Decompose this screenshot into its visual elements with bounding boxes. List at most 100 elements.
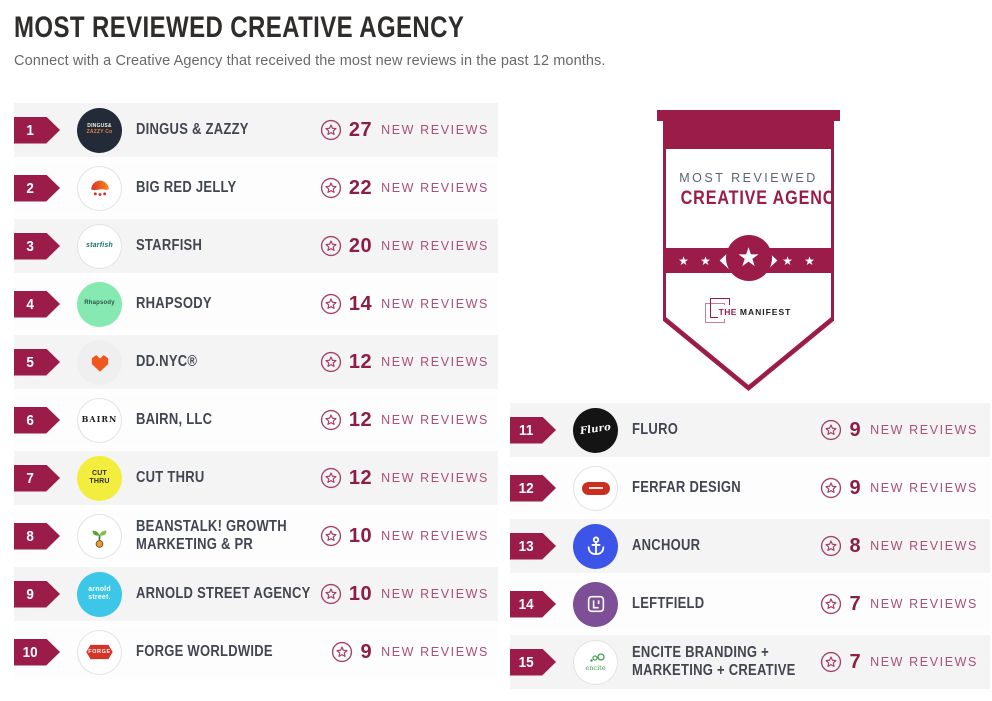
star-circle-icon <box>820 593 842 615</box>
ranking-row[interactable]: 5 DD.NYC® 12 NEW REVIEWS <box>14 335 498 389</box>
new-reviews-label: NEW REVIEWS <box>381 529 489 543</box>
ranking-row[interactable]: 14 LEFTFIELD 7 NEW REVIEWS <box>510 577 990 631</box>
company-name-link[interactable]: DD.NYC® <box>136 352 198 370</box>
star-circle-icon <box>320 525 342 547</box>
rank-badge: 1 <box>14 116 60 144</box>
ranking-list-left: 1 DINGUS& ZAZZY Co DINGUS & ZAZZY 27 NEW … <box>14 103 498 683</box>
company-name-link[interactable]: FORGE WORLDWIDE <box>136 642 273 660</box>
ranking-row[interactable]: 15 encite ENCITE BRANDING + MARKETING + … <box>510 635 990 689</box>
company-name-link[interactable]: BAIRN, LLC <box>136 410 213 428</box>
review-count: 12 <box>348 408 373 431</box>
star-circle-icon <box>820 651 842 673</box>
medal-star-icon: ★ <box>725 235 772 281</box>
badge-line1: MOST REVIEWED <box>679 171 818 185</box>
anchour-logo <box>573 523 618 569</box>
review-count: 27 <box>348 118 373 141</box>
rank-badge: 2 <box>14 174 60 202</box>
ranking-row[interactable]: 12 FERFAR DESIGN 9 NEW REVIEWS <box>510 461 990 515</box>
ranking-row[interactable]: 3 starfish STARFISH 20 NEW REVIEWS <box>14 219 498 273</box>
review-count: 14 <box>348 292 373 315</box>
leftfield-logo <box>573 581 618 627</box>
rank-badge: 3 <box>14 232 60 260</box>
company-name-link[interactable]: ARNOLD STREET AGENCY <box>136 584 311 602</box>
company-name-link[interactable]: DINGUS & ZAZZY <box>136 120 249 138</box>
ddnyc-logo <box>77 339 122 385</box>
review-count: 8 <box>849 534 862 557</box>
new-reviews-label: NEW REVIEWS <box>381 587 489 601</box>
new-reviews-label: NEW REVIEWS <box>381 471 489 485</box>
rank-badge: 6 <box>14 406 60 434</box>
ranking-row[interactable]: 6 BAIRN BAIRN, LLC 12 NEW REVIEWS <box>14 393 498 447</box>
reviews-group: 8 NEW REVIEWS <box>820 535 978 558</box>
rank-badge: 9 <box>14 580 60 608</box>
rank-badge: 10 <box>14 638 60 666</box>
rank-badge: 11 <box>510 416 556 444</box>
ranking-row[interactable]: 11 Fluro FLURO 9 NEW REVIEWS <box>510 403 990 457</box>
page-subtitle: Connect with a Creative Agency that rece… <box>14 53 606 69</box>
company-name-link[interactable]: BIG RED JELLY <box>136 178 237 196</box>
new-reviews-label: NEW REVIEWS <box>870 597 978 611</box>
star-circle-icon <box>320 293 342 315</box>
star-circle-icon <box>820 535 842 557</box>
ranking-row[interactable]: 13 ANCHOUR 8 NEW REVIEWS <box>510 519 990 573</box>
ferfar-logo <box>573 465 618 511</box>
ranking-row[interactable]: 2 BIG RED JELLY 22 NEW REVIEWS <box>14 161 498 215</box>
new-reviews-label: NEW REVIEWS <box>870 423 978 437</box>
review-count: 7 <box>849 592 862 615</box>
rank-badge: 5 <box>14 348 60 376</box>
ranking-row[interactable]: 7 CUT THRU CUT THRU 12 NEW REVIEWS <box>14 451 498 505</box>
rank-number: 4 <box>26 295 34 313</box>
big-red-jelly-logo <box>77 165 122 211</box>
new-reviews-label: NEW REVIEWS <box>870 655 978 669</box>
review-count: 22 <box>348 176 373 199</box>
ranking-row[interactable]: 4 Rhapsody RHAPSODY 14 NEW REVIEWS <box>14 277 498 331</box>
company-name-link[interactable]: ENCITE BRANDING + MARKETING + CREATIVE <box>632 643 796 679</box>
reviews-group: 9 NEW REVIEWS <box>820 419 978 442</box>
manifest-logo-name: MANIFEST <box>739 306 792 317</box>
rank-number: 10 <box>22 643 38 661</box>
company-name-link[interactable]: CUT THRU <box>136 468 205 486</box>
reviews-group: 10 NEW REVIEWS <box>320 525 489 548</box>
reviews-group: 12 NEW REVIEWS <box>320 351 489 374</box>
company-name-link[interactable]: STARFISH <box>136 236 203 254</box>
new-reviews-label: NEW REVIEWS <box>381 239 489 253</box>
company-name-link[interactable]: FLURO <box>632 420 679 438</box>
company-name-link[interactable]: ANCHOUR <box>632 536 701 554</box>
star-circle-icon <box>320 235 342 257</box>
beanstalk-logo <box>77 513 122 559</box>
forge-logo: FORGE <box>77 629 122 675</box>
ranking-row[interactable]: 8 BEANSTALK! GROWTH MARKETING & PR 10 NE… <box>14 509 498 563</box>
rank-badge: 15 <box>510 648 556 676</box>
new-reviews-label: NEW REVIEWS <box>381 645 489 659</box>
badge-top-cap <box>657 110 840 121</box>
rank-number: 9 <box>26 585 34 603</box>
company-name-link[interactable]: FERFAR DESIGN <box>632 478 741 496</box>
rank-badge: 8 <box>14 522 60 550</box>
badge-top-band <box>666 124 831 149</box>
review-count: 9 <box>849 418 862 441</box>
company-name-link[interactable]: RHAPSODY <box>136 294 212 312</box>
review-count: 9 <box>849 476 862 499</box>
company-name-link[interactable]: LEFTFIELD <box>632 594 705 612</box>
star-circle-icon <box>320 351 342 373</box>
company-name-link[interactable]: BEANSTALK! GROWTH MARKETING & PR <box>136 517 287 553</box>
rank-number: 12 <box>518 479 534 497</box>
rank-badge: 13 <box>510 532 556 560</box>
ranking-row[interactable]: 9 arnold street. ARNOLD STREET AGENCY 10 … <box>14 567 498 621</box>
rank-number: 15 <box>518 653 534 671</box>
new-reviews-label: NEW REVIEWS <box>381 297 489 311</box>
dingus-zazzy-logo: DINGUS& ZAZZY Co <box>77 107 122 153</box>
bairn-logo: BAIRN <box>77 397 122 443</box>
rank-badge: 4 <box>14 290 60 318</box>
rank-number: 13 <box>518 537 534 555</box>
badge-line2: CREATIVE AGENCY <box>680 188 847 209</box>
rank-number: 8 <box>26 527 34 545</box>
star-circle-icon <box>320 177 342 199</box>
ranking-row[interactable]: 1 DINGUS& ZAZZY Co DINGUS & ZAZZY 27 NEW … <box>14 103 498 157</box>
ranking-row[interactable]: 10 FORGE FORGE WORLDWIDE 9 NEW REVIEWS <box>14 625 498 679</box>
review-count: 10 <box>348 582 373 605</box>
rank-number: 2 <box>26 179 34 197</box>
review-count: 12 <box>348 350 373 373</box>
rank-number: 7 <box>26 469 34 487</box>
new-reviews-label: NEW REVIEWS <box>381 181 489 195</box>
